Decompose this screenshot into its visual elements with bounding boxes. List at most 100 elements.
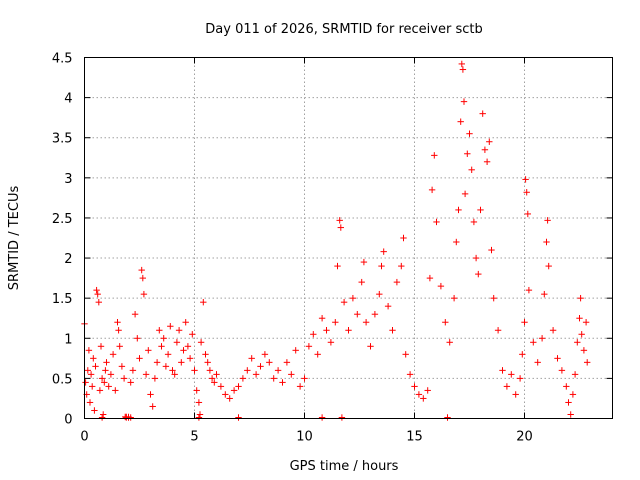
data-point: [318, 315, 326, 322]
data-point: [109, 351, 117, 358]
data-point: [358, 278, 365, 286]
data-point: [261, 351, 269, 358]
y-tick-label: 1.5: [52, 292, 73, 307]
data-point: [120, 375, 128, 382]
data-point: [101, 379, 108, 386]
data-point: [332, 319, 339, 326]
data-point: [349, 294, 357, 302]
data-point: [461, 190, 469, 198]
data-point: [340, 298, 348, 306]
data-point: [384, 302, 392, 310]
data-point: [545, 262, 552, 270]
x-tick-label: 0: [80, 430, 88, 445]
data-point: [543, 238, 550, 246]
data-point: [211, 379, 218, 386]
data-point: [86, 399, 94, 406]
data-point: [512, 391, 519, 398]
data-point: [576, 315, 583, 322]
data-point: [367, 343, 374, 350]
data-point: [270, 375, 277, 382]
data-point: [499, 367, 506, 374]
data-point: [98, 375, 106, 382]
data-point: [458, 60, 465, 68]
data-point: [459, 66, 467, 73]
data-point: [200, 298, 207, 306]
data-point: [415, 391, 423, 398]
data-point: [424, 387, 431, 394]
data-point: [411, 383, 418, 390]
data-point: [131, 311, 139, 318]
data-point: [202, 351, 209, 358]
data-point: [406, 371, 414, 378]
data-point: [195, 399, 203, 406]
data-point: [567, 411, 574, 418]
data-point: [266, 359, 273, 366]
data-point: [296, 383, 304, 390]
data-point: [94, 290, 101, 298]
y-axis-label: SRMTID / TECUs: [7, 186, 22, 291]
x-tick-label: 15: [406, 430, 423, 445]
data-point: [206, 367, 214, 374]
data-point: [444, 414, 451, 421]
data-point: [171, 371, 178, 378]
data-point: [230, 387, 238, 394]
data-point: [345, 327, 352, 334]
data-point: [371, 311, 379, 318]
data-point: [519, 351, 526, 358]
y-axis-ticks: 0 0.5 1 1.5 2 2.5 3 3.5 4 4.5: [52, 52, 613, 428]
data-point: [213, 371, 220, 378]
data-point: [380, 248, 387, 255]
data-point: [226, 395, 233, 402]
data-point: [208, 375, 216, 382]
data-point: [127, 414, 134, 421]
data-point: [534, 359, 541, 366]
grid-lines: [84, 57, 613, 419]
data-point: [483, 158, 491, 165]
data-point: [563, 383, 570, 390]
data-point: [98, 414, 106, 421]
data-point: [337, 224, 344, 231]
data-point: [360, 258, 368, 266]
data-point: [235, 383, 242, 390]
data-point: [239, 375, 247, 382]
data-point: [554, 355, 561, 362]
data-point: [522, 176, 529, 183]
data-point: [156, 327, 163, 334]
y-tick-label: 2.5: [52, 212, 73, 227]
data-point: [516, 375, 524, 382]
data-point: [114, 319, 121, 326]
data-point: [584, 359, 591, 366]
data-point: [87, 371, 95, 378]
data-point: [577, 294, 584, 302]
data-point: [327, 339, 335, 346]
y-tick-label: 4: [64, 92, 72, 107]
data-point: [134, 335, 141, 342]
data-point: [252, 371, 260, 378]
data-point: [186, 355, 194, 362]
data-point: [90, 355, 97, 362]
data-point: [524, 210, 531, 218]
data-point: [167, 323, 174, 330]
data-point: [175, 327, 183, 334]
data-point: [92, 363, 99, 370]
data-point: [283, 359, 291, 366]
data-point: [151, 375, 159, 382]
data-point: [578, 331, 585, 338]
data-point: [310, 331, 317, 338]
data-point: [191, 367, 198, 374]
data-point: [102, 367, 109, 374]
data-point: [453, 238, 460, 246]
x-tick-label: 10: [296, 430, 313, 445]
data-point: [362, 319, 370, 326]
data-point: [95, 298, 102, 306]
y-tick-label: 3: [64, 172, 72, 187]
plot-frame: [84, 57, 613, 419]
data-point: [470, 218, 478, 226]
data-point: [376, 290, 383, 298]
data-point: [486, 138, 493, 145]
data-point: [145, 347, 152, 354]
y-tick-label: 1: [64, 332, 72, 347]
y-tick-label: 4.5: [52, 52, 73, 67]
data-point: [455, 206, 462, 214]
data-point: [85, 347, 93, 354]
